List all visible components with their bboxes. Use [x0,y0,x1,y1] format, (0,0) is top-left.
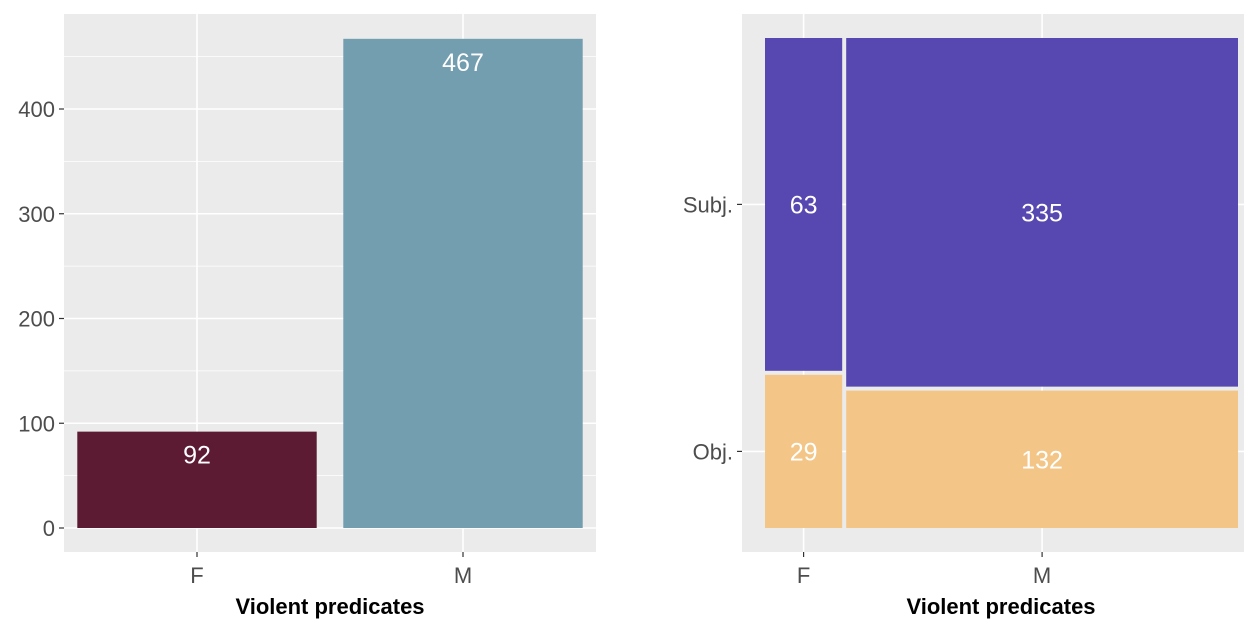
mosaic-data-label: 63 [790,191,818,219]
bar-chart-bars: 92 467 [77,38,583,528]
mosaic-tile-f-obj [765,374,843,528]
bar-chart-x-axis-title: Violent predicates [235,594,424,619]
mosaic-chart-x-tick-label: F [797,563,810,588]
bar-chart-y-tick-label: 0 [43,516,55,541]
mosaic-tile-f-subj [765,38,843,371]
mosaic-chart-x-tick-label: M [1033,563,1051,588]
mosaic-data-label: 132 [1021,446,1063,474]
mosaic-chart-x-axis-title: Violent predicates [906,594,1095,619]
bar-chart-y-tick-label: 400 [18,97,55,122]
bar-chart-x-tick-label: M [454,563,472,588]
bar-data-label: 467 [442,49,484,77]
bar-chart-x-tick-label: F [190,563,203,588]
mosaic-data-label: 29 [790,438,818,466]
mosaic-tile-m-subj [846,38,1238,387]
bar-chart-y-tick-label: 200 [18,307,55,332]
bar-data-label: 92 [183,442,211,470]
bar-chart-y-tick-label: 100 [18,411,55,436]
bar-m [343,38,583,528]
mosaic-tile-m-obj [846,390,1238,528]
bar-f [77,431,317,528]
mosaic-chart-y-tick-label: Obj. [693,439,733,464]
mosaic-chart-y-tick-label: Subj. [683,192,733,217]
bar-chart-y-axis: 0 100 200 300 400 [18,97,64,541]
mosaic-data-label: 335 [1021,199,1063,227]
bar-chart-y-tick-label: 300 [18,202,55,227]
mosaic-chart-y-axis: Subj. Obj. [683,192,742,464]
mosaic-chart-tiles: 63 29 335 132 [765,38,1238,528]
